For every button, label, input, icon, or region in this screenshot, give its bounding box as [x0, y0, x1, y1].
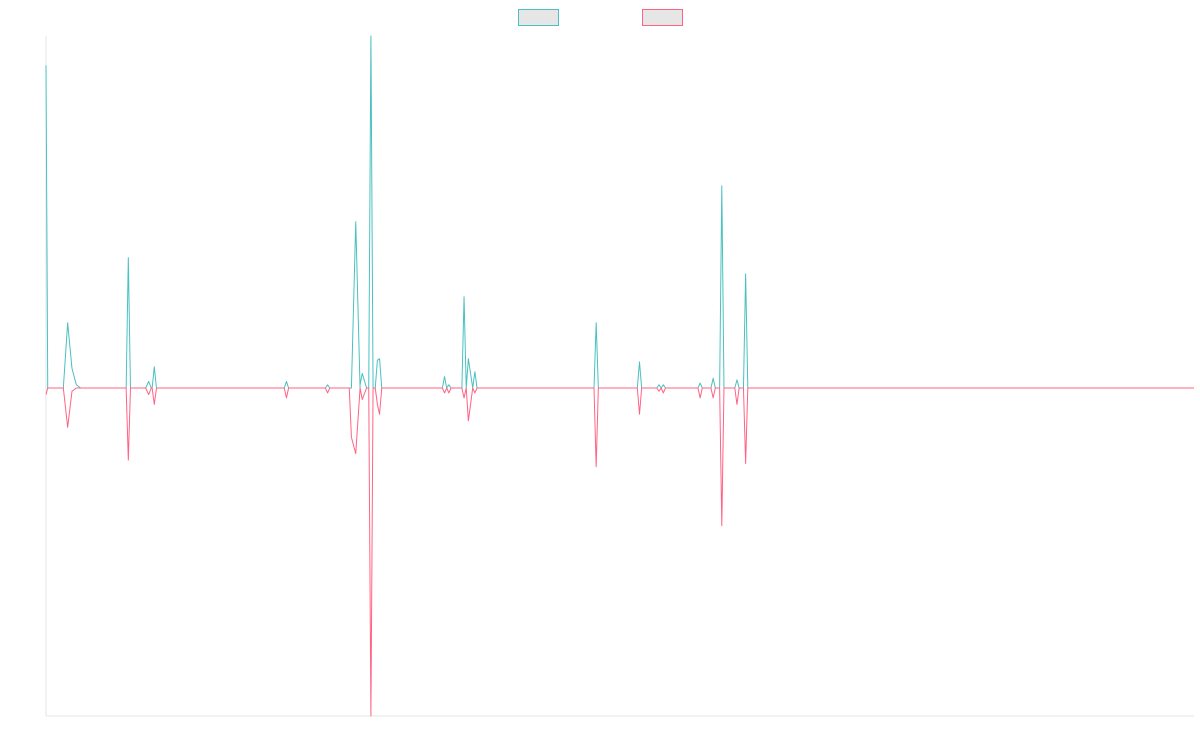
legend-swatch-2: [642, 9, 683, 26]
series-line-1: [45, 35, 1194, 389]
series-layer: [45, 35, 1194, 717]
legend-swatch-1: [518, 9, 559, 26]
axes: [45, 36, 1194, 717]
series-line-2: [45, 387, 1194, 717]
legend: [518, 9, 683, 26]
